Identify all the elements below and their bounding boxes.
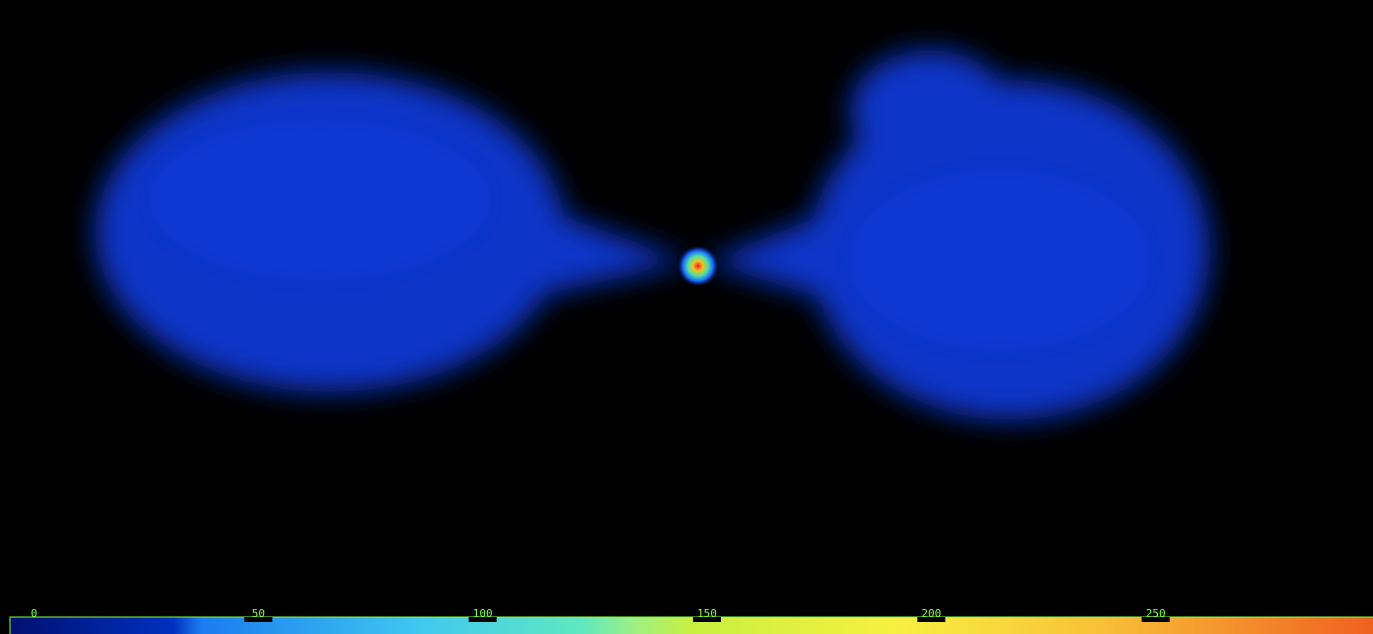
page: 050100150200250 (() => { const data = JS… <box>0 0 1373 634</box>
colorbar: 0 50 100 150 200 250 <box>10 607 1373 634</box>
tick-label: 0 <box>31 607 38 620</box>
tick-label: 250 <box>1146 607 1166 620</box>
core <box>678 246 718 286</box>
tick-label: 50 <box>252 607 265 620</box>
tick-label: 200 <box>921 607 941 620</box>
visualization: 0 50 100 150 200 250 <box>0 0 1373 634</box>
tick-label: 150 <box>697 607 717 620</box>
tick-label: 100 <box>473 607 493 620</box>
